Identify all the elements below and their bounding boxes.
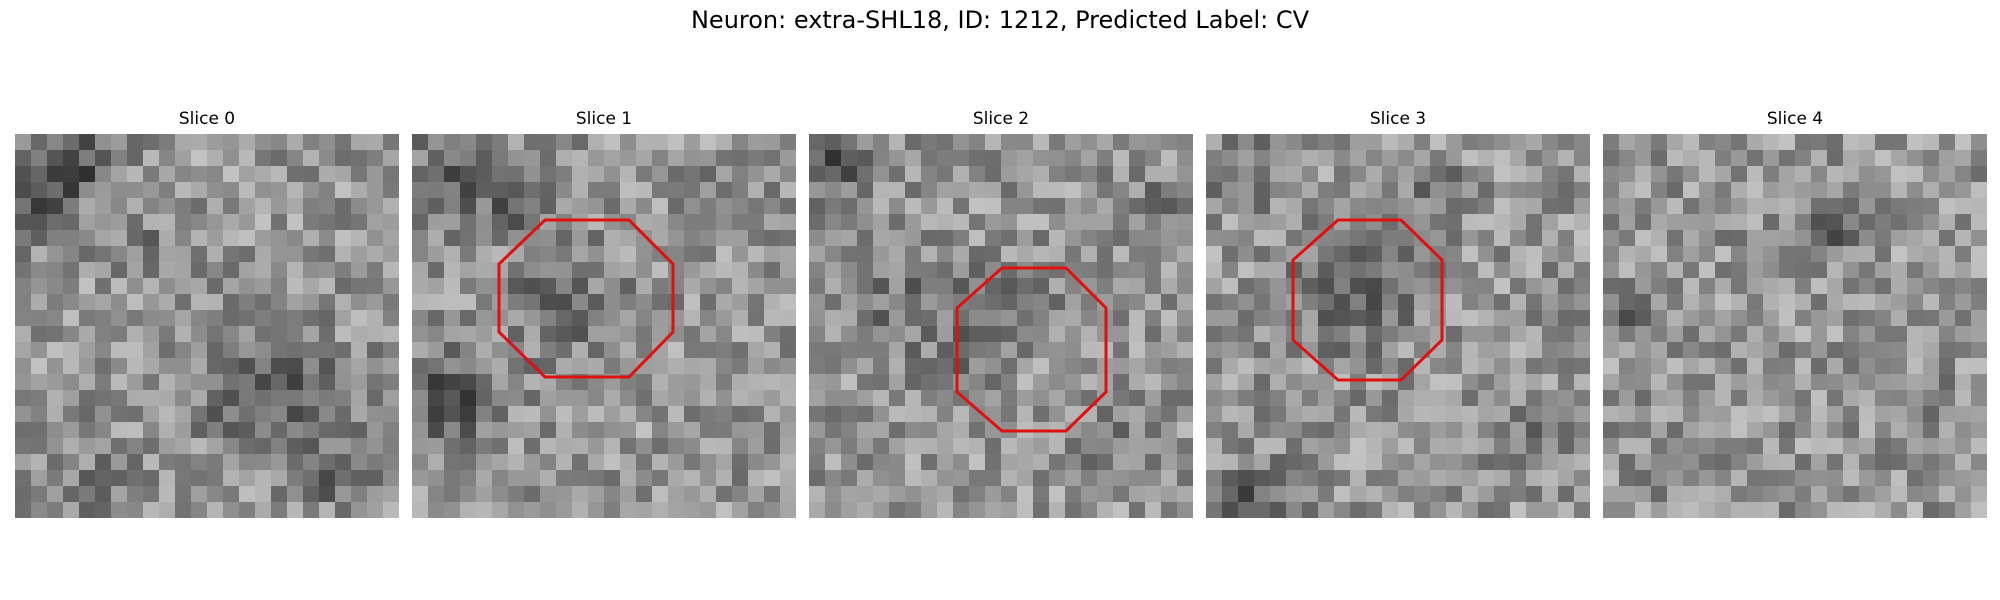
slice-title-1: Slice 1 xyxy=(575,109,633,129)
roi-outline-1 xyxy=(497,218,675,379)
slice-image-4 xyxy=(1603,134,1987,518)
slice-panel-3: Slice 3 xyxy=(1206,108,1590,518)
slice-image-0 xyxy=(15,134,399,518)
figure-title: Neuron: extra-SHL18, ID: 1212, Predicted… xyxy=(690,6,1310,34)
slice-panel-2: Slice 2 xyxy=(809,108,1193,518)
slice-image-2 xyxy=(809,134,1193,518)
slice-image-3 xyxy=(1206,134,1590,518)
roi-outline-3 xyxy=(1291,218,1444,382)
slice-image-1 xyxy=(412,134,796,518)
slice-title-4: Slice 4 xyxy=(1766,109,1824,129)
slice-title-2: Slice 2 xyxy=(972,109,1030,129)
slice-title-0: Slice 0 xyxy=(178,109,236,129)
roi-outline-2 xyxy=(955,266,1108,433)
slice-panel-4: Slice 4 xyxy=(1603,108,1987,518)
slice-panel-0: Slice 0 xyxy=(15,108,399,518)
slice-title-3: Slice 3 xyxy=(1369,109,1427,129)
slice-panel-1: Slice 1 xyxy=(412,108,796,518)
